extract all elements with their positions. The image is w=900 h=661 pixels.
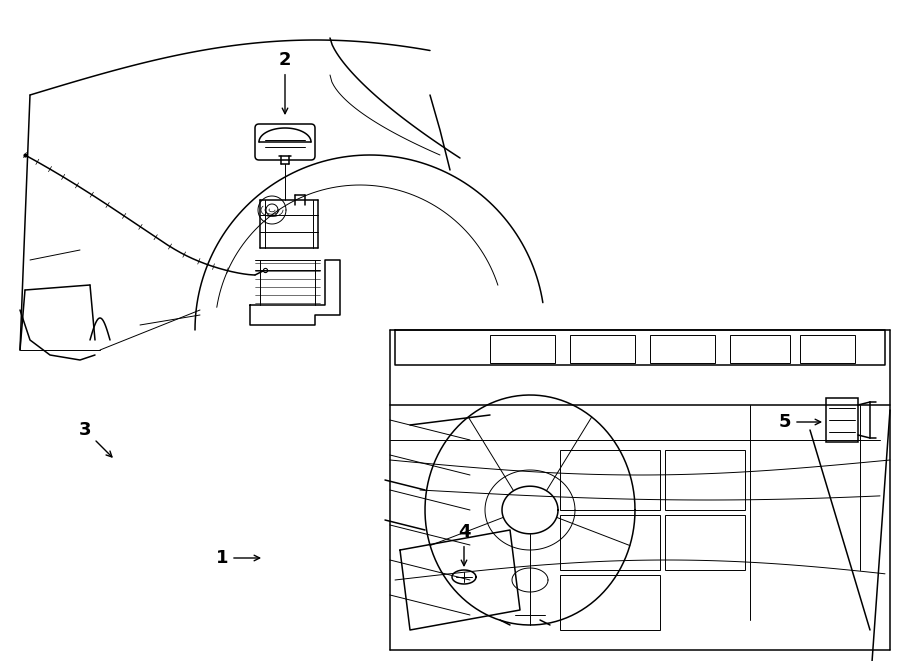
Bar xyxy=(560,515,660,570)
Text: 5: 5 xyxy=(778,413,821,431)
Bar xyxy=(490,335,555,363)
Bar xyxy=(665,450,745,510)
Bar xyxy=(730,335,790,363)
Bar xyxy=(560,450,660,510)
Text: 4: 4 xyxy=(458,523,470,566)
Bar xyxy=(560,575,660,630)
Text: 2: 2 xyxy=(279,51,292,114)
Text: 1: 1 xyxy=(216,549,260,567)
Bar xyxy=(665,515,745,570)
Bar xyxy=(570,335,635,363)
Bar xyxy=(800,335,855,363)
Bar xyxy=(650,335,715,363)
Bar xyxy=(826,398,858,442)
Text: 3: 3 xyxy=(79,421,112,457)
